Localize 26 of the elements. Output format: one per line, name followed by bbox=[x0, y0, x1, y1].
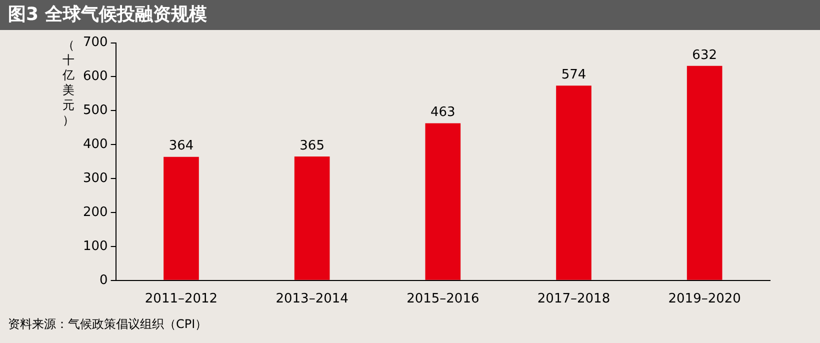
x-tick-label: 2013–2014 bbox=[276, 292, 348, 307]
y-tick-label: 700 bbox=[82, 35, 108, 50]
y-tick-label: 600 bbox=[82, 69, 108, 84]
data-label: 574 bbox=[561, 67, 586, 82]
data-label: 364 bbox=[168, 138, 194, 154]
data-label: 463 bbox=[430, 105, 456, 120]
y-tick-label: 500 bbox=[82, 103, 108, 118]
x-tick-label: 2011–2012 bbox=[144, 292, 218, 307]
y-axis-title: （十亿美元） bbox=[62, 38, 75, 128]
x-tick-label: 2019–2020 bbox=[668, 292, 741, 307]
y-tick-label: 200 bbox=[82, 204, 108, 220]
bar bbox=[164, 156, 199, 280]
y-tick-label: 400 bbox=[82, 137, 108, 152]
data-label: 365 bbox=[300, 138, 324, 154]
x-tick-label: 2017–2018 bbox=[537, 292, 610, 307]
bar bbox=[686, 66, 722, 280]
chart-title: 图3 全球气候投融资规模 bbox=[0, 0, 820, 30]
y-tick-label: 100 bbox=[82, 238, 108, 254]
bar bbox=[425, 123, 461, 280]
x-tick-label: 2015–2016 bbox=[406, 292, 480, 307]
text: 资料来源：气候政策倡议组织（CPI） bbox=[8, 316, 208, 333]
bar bbox=[556, 86, 592, 280]
bar bbox=[294, 156, 330, 280]
y-tick-label: 0 bbox=[100, 272, 108, 288]
data-label: 632 bbox=[692, 48, 717, 63]
y-tick-label: 300 bbox=[82, 170, 108, 186]
